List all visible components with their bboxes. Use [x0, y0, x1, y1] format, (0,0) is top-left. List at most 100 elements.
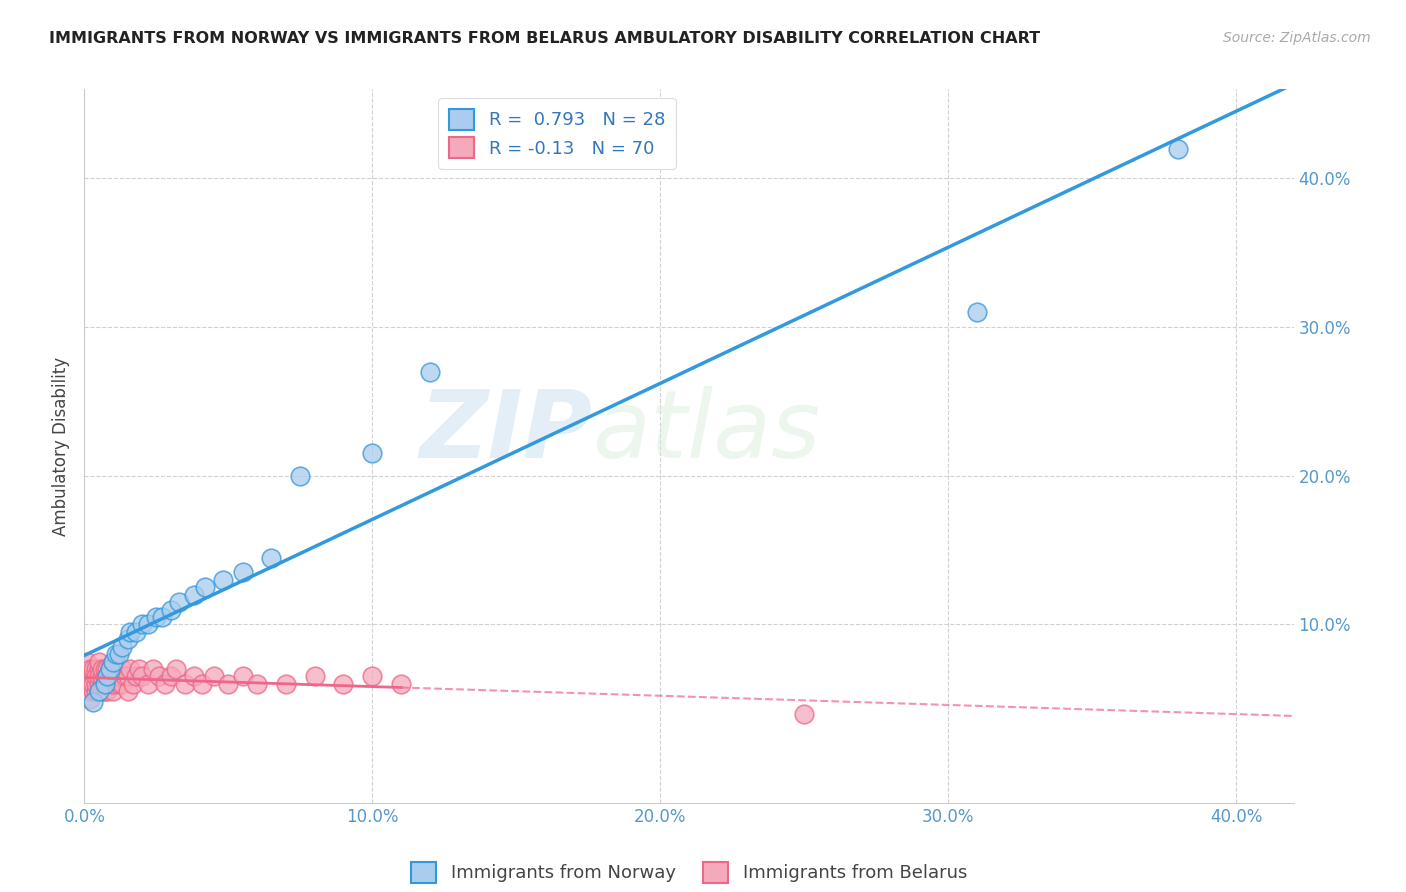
Point — [93, 677, 115, 691]
Point — [96, 684, 118, 698]
Point — [131, 669, 153, 683]
Point — [125, 669, 148, 683]
Point — [101, 655, 124, 669]
Point — [117, 632, 139, 647]
Point — [84, 684, 107, 698]
Point — [90, 662, 112, 676]
Point — [159, 602, 181, 616]
Point — [194, 580, 217, 594]
Point — [111, 640, 134, 654]
Point — [361, 446, 384, 460]
Point — [90, 684, 112, 698]
Point — [153, 677, 176, 691]
Point — [111, 662, 134, 676]
Point — [108, 677, 131, 691]
Point — [793, 706, 815, 721]
Point — [131, 617, 153, 632]
Point — [82, 684, 104, 698]
Point — [90, 669, 112, 683]
Point — [128, 662, 150, 676]
Point — [105, 647, 128, 661]
Point — [93, 677, 115, 691]
Point — [82, 695, 104, 709]
Point — [183, 588, 205, 602]
Point — [93, 684, 115, 698]
Point — [82, 677, 104, 691]
Point — [166, 662, 188, 676]
Point — [125, 624, 148, 639]
Point — [76, 655, 98, 669]
Point — [90, 684, 112, 698]
Point — [159, 669, 181, 683]
Point — [145, 610, 167, 624]
Point — [98, 662, 121, 676]
Point — [136, 677, 159, 691]
Point — [274, 677, 297, 691]
Point — [76, 684, 98, 698]
Point — [148, 669, 170, 683]
Point — [419, 365, 441, 379]
Text: Source: ZipAtlas.com: Source: ZipAtlas.com — [1223, 31, 1371, 45]
Point — [966, 305, 988, 319]
Point — [191, 677, 214, 691]
Point — [304, 669, 326, 683]
Point — [120, 662, 142, 676]
Point — [101, 684, 124, 698]
Point — [217, 677, 239, 691]
Point — [82, 662, 104, 676]
Point — [87, 684, 110, 698]
Point — [246, 677, 269, 691]
Point — [108, 647, 131, 661]
Point — [290, 468, 312, 483]
Point — [389, 677, 412, 691]
Point — [183, 669, 205, 683]
Point — [211, 573, 233, 587]
Point — [361, 669, 384, 683]
Legend: Immigrants from Norway, Immigrants from Belarus: Immigrants from Norway, Immigrants from … — [404, 855, 974, 890]
Point — [105, 662, 128, 676]
Point — [114, 669, 136, 683]
Point — [120, 624, 142, 639]
Point — [96, 662, 118, 676]
Point — [87, 662, 110, 676]
Point — [87, 655, 110, 669]
Point — [150, 610, 173, 624]
Point — [90, 677, 112, 691]
Point — [79, 691, 101, 706]
Point — [96, 677, 118, 691]
Text: atlas: atlas — [592, 386, 821, 477]
Point — [202, 669, 225, 683]
Point — [122, 677, 145, 691]
Point — [79, 662, 101, 676]
Point — [98, 677, 121, 691]
Point — [332, 677, 354, 691]
Point — [82, 669, 104, 683]
Point — [108, 669, 131, 683]
Point — [87, 684, 110, 698]
Point — [79, 677, 101, 691]
Point — [111, 677, 134, 691]
Point — [260, 550, 283, 565]
Point — [93, 669, 115, 683]
Point — [232, 669, 254, 683]
Point — [87, 669, 110, 683]
Point — [117, 669, 139, 683]
Point — [96, 669, 118, 683]
Y-axis label: Ambulatory Disability: Ambulatory Disability — [52, 357, 70, 535]
Point — [84, 662, 107, 676]
Point — [96, 669, 118, 683]
Point — [136, 617, 159, 632]
Point — [174, 677, 197, 691]
Point — [105, 669, 128, 683]
Point — [1167, 142, 1189, 156]
Point — [93, 662, 115, 676]
Point — [98, 662, 121, 676]
Point — [84, 677, 107, 691]
Point — [101, 655, 124, 669]
Point — [98, 669, 121, 683]
Point — [142, 662, 165, 676]
Point — [87, 677, 110, 691]
Point — [169, 595, 191, 609]
Text: IMMIGRANTS FROM NORWAY VS IMMIGRANTS FROM BELARUS AMBULATORY DISABILITY CORRELAT: IMMIGRANTS FROM NORWAY VS IMMIGRANTS FRO… — [49, 31, 1040, 46]
Point — [101, 677, 124, 691]
